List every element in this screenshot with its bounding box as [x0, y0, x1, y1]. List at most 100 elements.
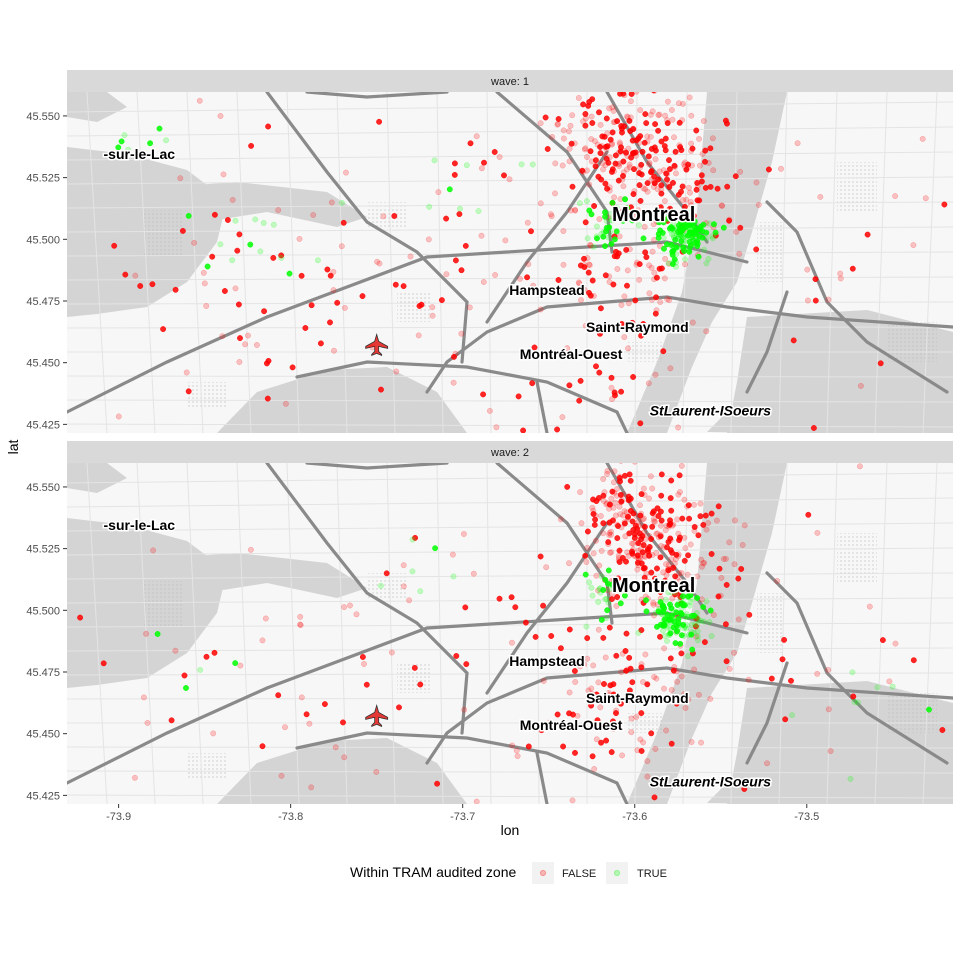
point-false [737, 168, 744, 175]
point-false [731, 561, 738, 568]
minor-street [67, 697, 953, 700]
point-false [590, 662, 597, 669]
point-false [543, 564, 550, 571]
point-false [278, 252, 285, 259]
point-false [608, 531, 614, 538]
point-true [409, 536, 416, 543]
point-true [608, 217, 615, 223]
point-false [661, 645, 668, 652]
point-false [429, 312, 436, 319]
basemap [67, 463, 953, 804]
place-label: Hampstead [509, 282, 584, 298]
point-true [656, 219, 663, 226]
point-false [537, 200, 544, 207]
point-true [664, 638, 670, 644]
point-false [678, 570, 685, 577]
point-false [653, 307, 660, 314]
point-false [678, 188, 684, 195]
point-true [431, 157, 438, 164]
point-false [637, 502, 643, 509]
point-false [647, 133, 654, 140]
point-false [400, 583, 407, 590]
point-false [625, 513, 631, 520]
point-false [715, 593, 722, 600]
point-false [237, 335, 243, 342]
point-false [640, 679, 646, 685]
point-true [677, 609, 684, 616]
point-false [443, 271, 450, 278]
highway [765, 571, 949, 765]
point-false [877, 360, 884, 367]
point-false [679, 183, 686, 190]
point-false [693, 186, 700, 193]
point-false [630, 191, 637, 198]
point-false [812, 297, 819, 304]
point-true [683, 625, 690, 632]
point-false [667, 655, 674, 662]
water-body [217, 367, 467, 433]
minor-street [67, 276, 953, 281]
x-tick-label: -73.5 [794, 811, 819, 823]
point-false [642, 553, 649, 560]
point-false [790, 337, 797, 344]
point-true [675, 625, 682, 632]
point-false [393, 368, 400, 375]
point-false [615, 552, 622, 559]
point-true [688, 631, 695, 638]
point-false [658, 517, 665, 524]
point-false [664, 117, 671, 124]
point-false [623, 246, 630, 253]
point-true [118, 138, 125, 145]
point-false [172, 647, 179, 654]
point-false [631, 166, 637, 173]
point-false [651, 674, 658, 680]
point-false [613, 652, 620, 659]
point-true [602, 213, 609, 220]
point-false [610, 479, 617, 486]
point-false [652, 518, 658, 525]
point-true [624, 204, 630, 211]
point-false [566, 689, 573, 696]
point-false [596, 216, 603, 223]
point-true [669, 231, 675, 238]
point-false [470, 570, 477, 577]
point-false [581, 661, 588, 668]
point-false [653, 675, 660, 682]
point-false [643, 254, 650, 261]
point-true [680, 214, 687, 221]
minor-street [67, 547, 953, 556]
point-false [620, 173, 626, 179]
point-true [712, 229, 719, 236]
point-false [664, 120, 671, 127]
point-true [595, 599, 602, 605]
point-false [681, 557, 688, 564]
point-false [814, 529, 821, 536]
strip-background [67, 441, 953, 463]
point-false [111, 242, 118, 249]
point-false [259, 743, 266, 750]
point-false [616, 503, 623, 510]
point-false [462, 604, 469, 611]
point-false [582, 115, 589, 122]
point-false [640, 522, 647, 529]
point-false [451, 171, 458, 178]
point-false [529, 380, 536, 387]
point-false [593, 736, 600, 743]
point-false [637, 133, 644, 140]
point-false [628, 154, 635, 161]
point-true [657, 621, 664, 628]
point-false [651, 794, 658, 801]
point-true [446, 186, 453, 193]
park-area [142, 210, 182, 255]
point-false [508, 594, 515, 601]
point-false [611, 489, 618, 496]
point-false [593, 572, 600, 579]
point-false [449, 551, 456, 558]
point-false [131, 774, 138, 781]
point-true [667, 626, 674, 633]
point-false [652, 310, 659, 317]
highway [745, 290, 789, 394]
point-false [679, 948, 684, 953]
park-area [887, 322, 937, 362]
